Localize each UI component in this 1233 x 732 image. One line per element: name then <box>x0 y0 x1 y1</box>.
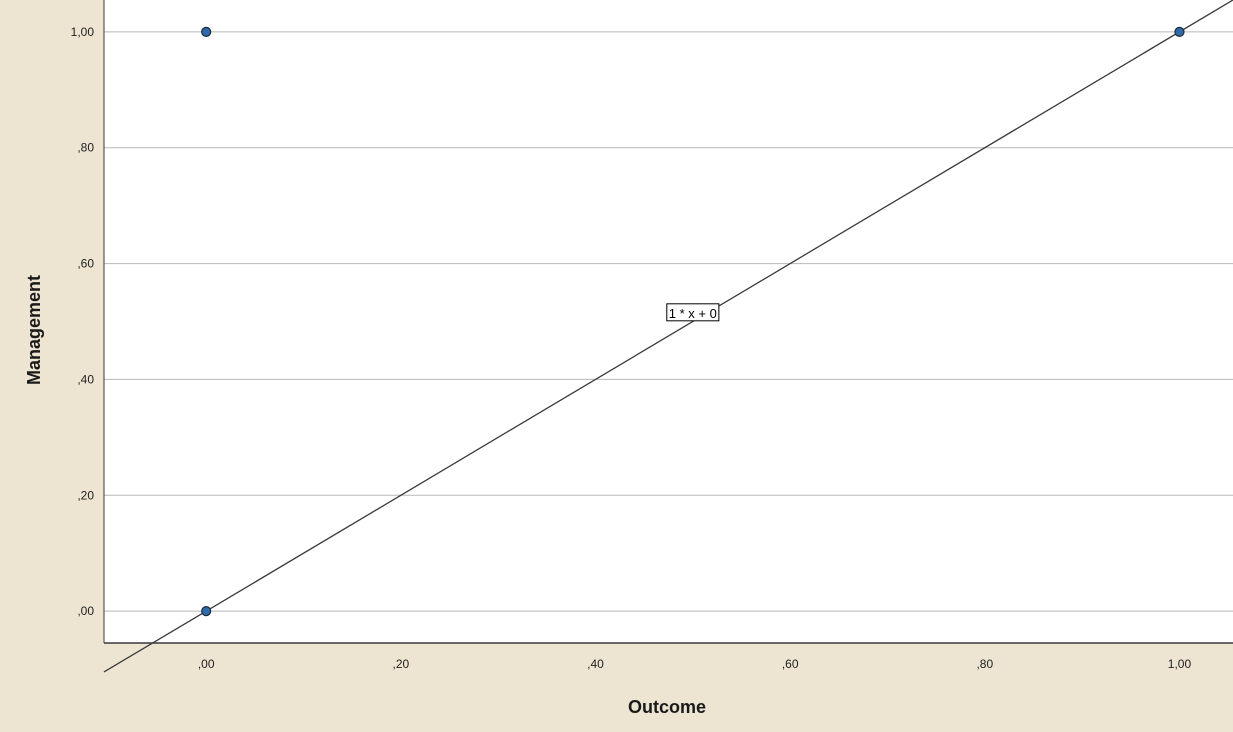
fit-line-label: 1 * x + 0 <box>669 306 717 321</box>
data-point-1 <box>201 26 212 37</box>
y-tick-label-5: 1,00 <box>71 25 95 39</box>
fit-line-labels: 1 * x + 0 <box>666 303 720 322</box>
y-tick-label-1: ,20 <box>77 488 94 502</box>
y-tick-label-3: ,60 <box>77 257 94 271</box>
x-axis-title: Outcome <box>628 697 706 717</box>
x-tick-label-5: 1,00 <box>1168 657 1192 671</box>
x-tick-label-3: ,60 <box>782 657 799 671</box>
x-tick-label-4: ,80 <box>976 657 993 671</box>
x-tick-labels: ,00 ,20 ,40 ,60 ,80 1,00 <box>198 657 1192 671</box>
y-axis-title: Management <box>24 275 44 385</box>
data-points <box>201 26 1185 617</box>
axes <box>103 0 1233 644</box>
x-tick-label-1: ,20 <box>393 657 410 671</box>
y-tick-labels: ,00 ,20 ,40 ,60 ,80 1,00 <box>71 25 95 618</box>
y-tick-label-2: ,40 <box>77 372 94 386</box>
x-tick-label-0: ,00 <box>198 657 215 671</box>
reference-line <box>103 0 1233 673</box>
x-tick-label-2: ,40 <box>587 657 604 671</box>
fit-line-label-box <box>666 303 720 322</box>
reference-lines <box>103 0 1233 673</box>
y-tick-label-0: ,00 <box>77 604 94 618</box>
y-tick-label-4: ,80 <box>77 141 94 155</box>
data-point-0 <box>201 606 212 617</box>
data-point-2 <box>1174 26 1185 37</box>
gridlines <box>104 31 1233 612</box>
plot-area <box>104 0 1233 643</box>
